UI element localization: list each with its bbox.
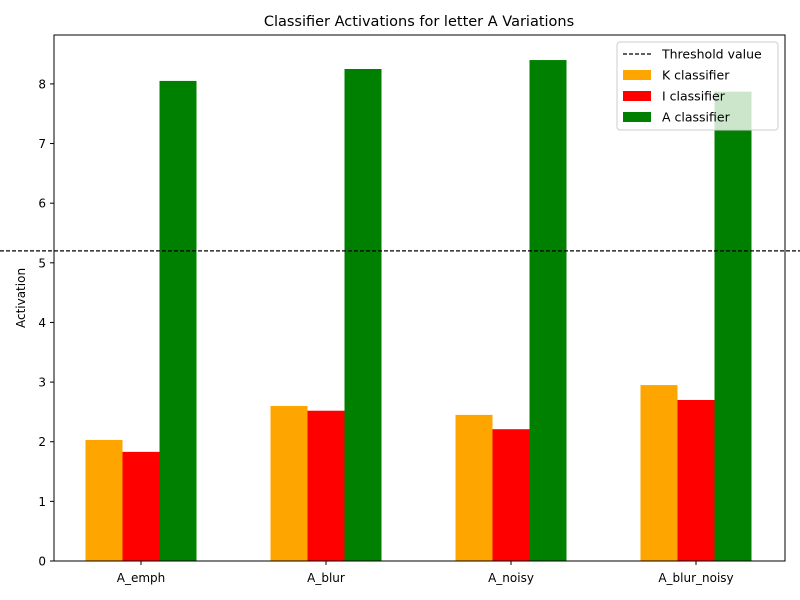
bar-a-classifier-a-blur — [344, 68, 382, 561]
legend-swatch-k-classifier — [623, 70, 651, 80]
x-axis-ticks: A_emph A_blur A_noisy A_blur_noisy — [117, 561, 734, 585]
y-tick-label: 1 — [38, 495, 46, 509]
bar-k-classifier-a-noisy — [455, 414, 493, 561]
y-tick-label: 7 — [38, 137, 46, 151]
x-tick-label: A_emph — [117, 571, 166, 585]
bar-k-classifier-a-blur — [270, 405, 308, 561]
y-tick-label: 2 — [38, 435, 46, 449]
x-tick-label: A_blur — [307, 571, 345, 585]
legend: Threshold value K classifier I classifier A… — [616, 41, 779, 131]
plot-frame — [53, 34, 786, 562]
bar-i-classifier-a-noisy — [492, 429, 530, 561]
legend-label: K classifier — [662, 68, 730, 83]
bar-i-classifier-a-emph — [122, 451, 160, 561]
bars-group — [85, 60, 752, 562]
legend-box — [616, 41, 779, 131]
x-tick-label: A_blur_noisy — [658, 571, 733, 585]
chart-title: Classifier Activations for letter A Vari… — [264, 14, 574, 30]
x-tick-label: A_noisy — [488, 571, 534, 585]
y-tick-label: 5 — [38, 256, 46, 270]
bar-i-classifier-a-blur — [307, 410, 345, 561]
legend-label: A classifier — [662, 110, 731, 125]
legend-label: Threshold value — [661, 47, 762, 62]
bar-a-classifier-a-emph — [159, 80, 197, 562]
y-tick-label: 6 — [38, 197, 46, 211]
bar-a-classifier-a-blur-noisy — [714, 91, 752, 561]
y-tick-label: 8 — [38, 77, 46, 91]
y-axis-label: Activation — [14, 268, 28, 328]
legend-swatch-a-classifier — [623, 112, 651, 122]
y-tick-label: 0 — [38, 555, 46, 569]
legend-swatch-i-classifier — [623, 91, 651, 101]
bar-i-classifier-a-blur-noisy — [677, 399, 715, 561]
y-tick-label: 3 — [38, 376, 46, 390]
y-tick-label: 4 — [38, 316, 46, 330]
y-axis-ticks: 0 1 2 3 4 5 6 7 8 — [38, 77, 54, 569]
bar-a-classifier-a-noisy — [529, 60, 567, 562]
bar-k-classifier-a-blur-noisy — [640, 385, 678, 561]
bar-k-classifier-a-emph — [85, 439, 123, 561]
legend-label: I classifier — [662, 89, 726, 104]
